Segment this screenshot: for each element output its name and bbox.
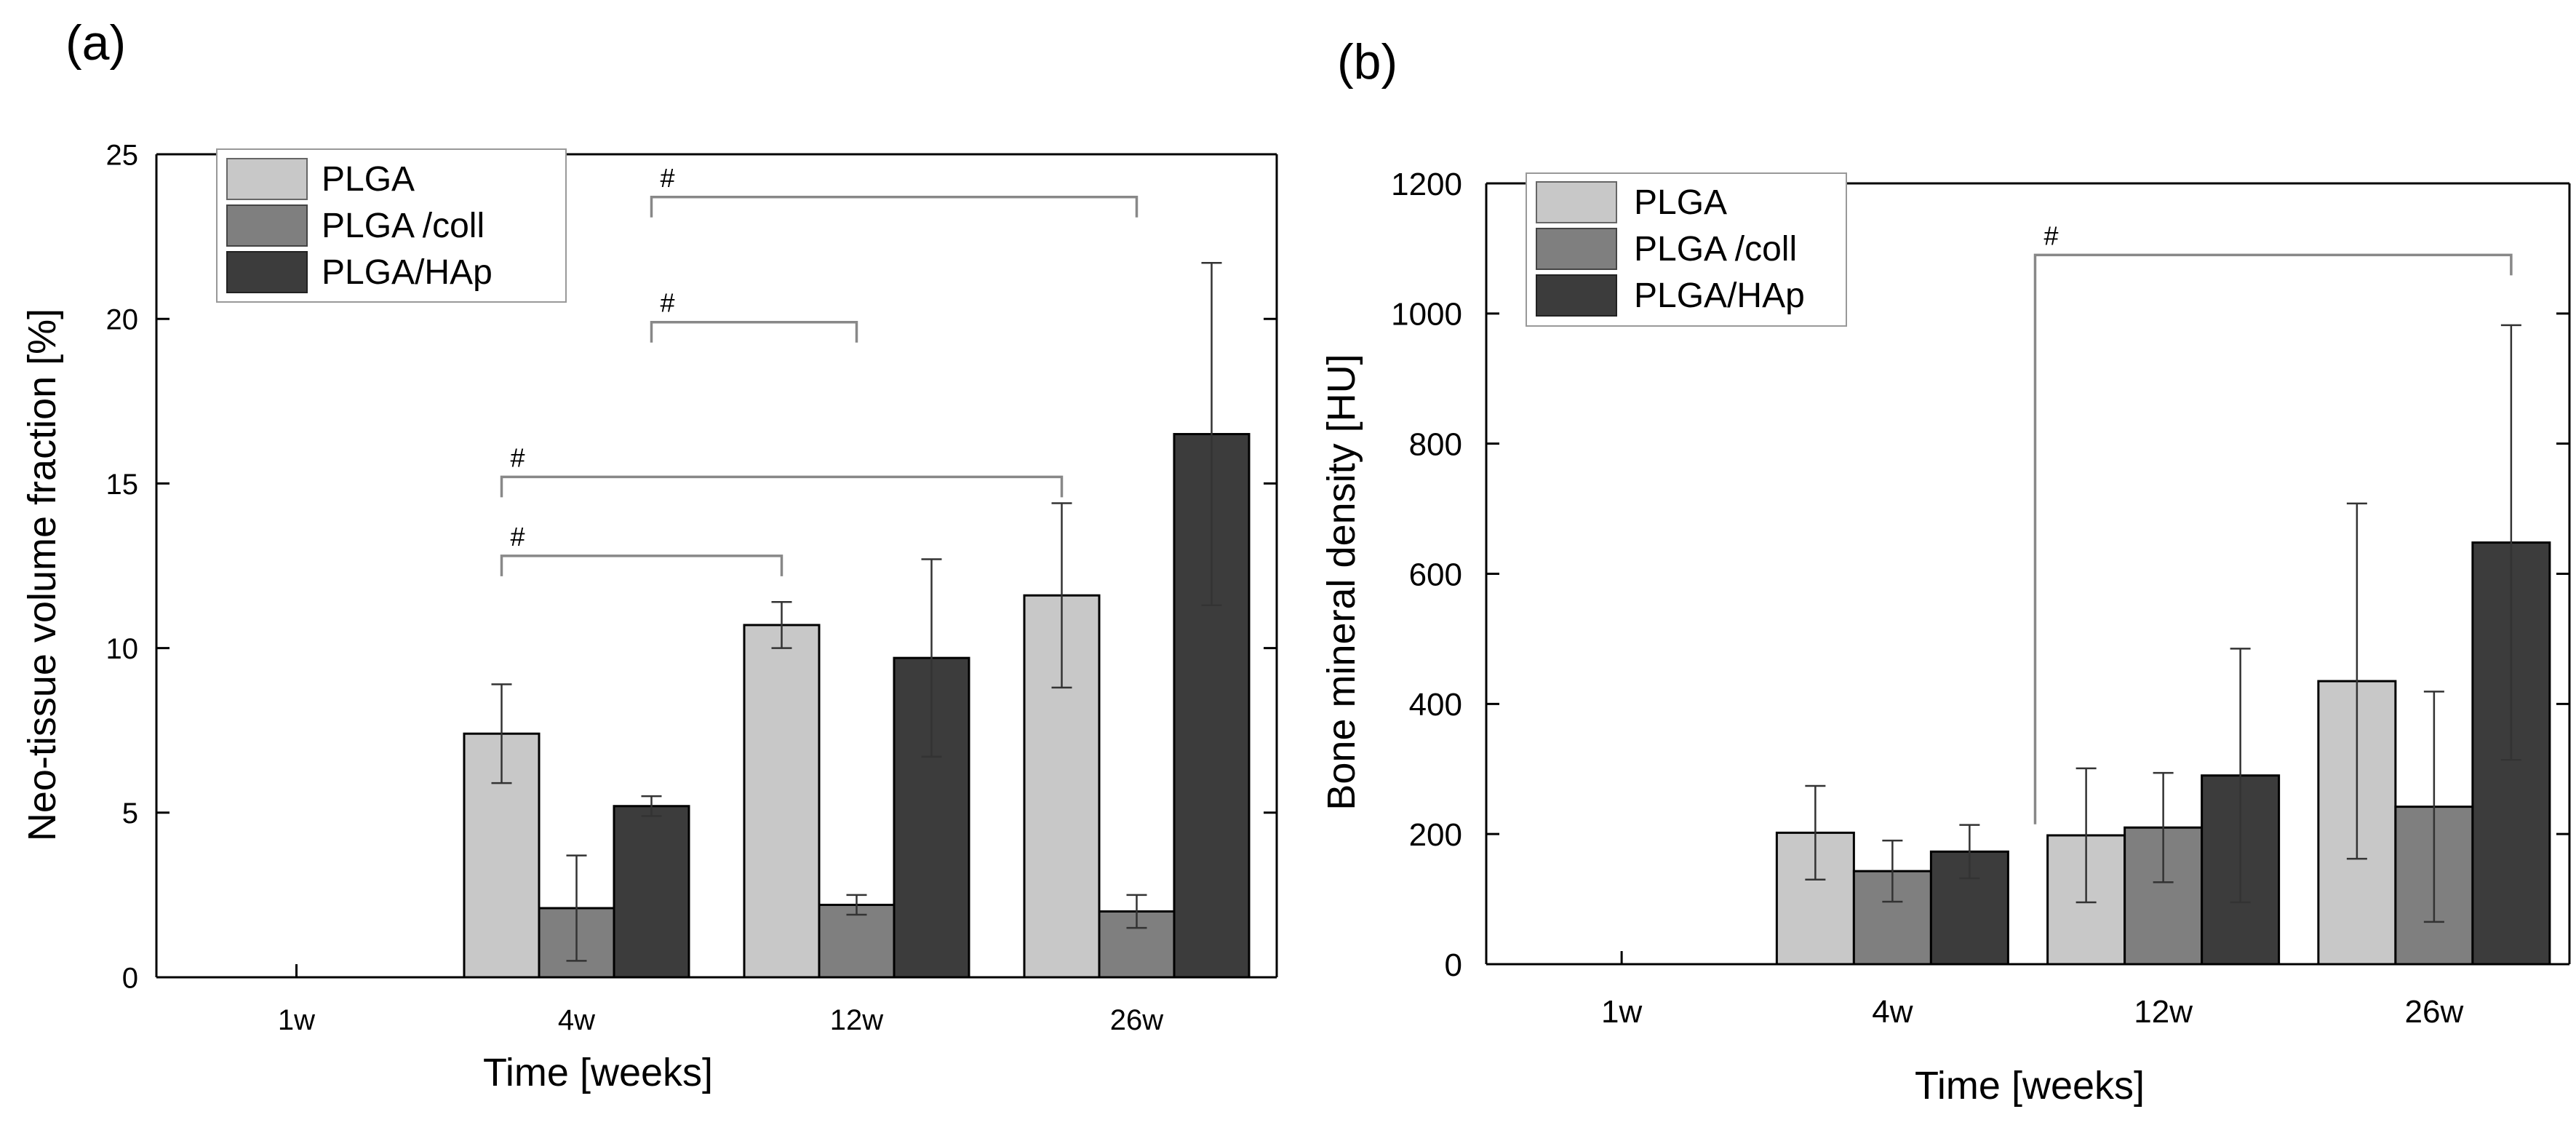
legend-label-plga-hap-a: PLGA/HAp: [322, 253, 493, 292]
significance-bracket-4-a: [650, 196, 1139, 218]
y-tick-label-800-b: 800: [1409, 427, 1462, 463]
x-tick-label-26w-b: 26w: [2405, 994, 2464, 1030]
legend-label-plga-coll-a: PLGA /coll: [322, 207, 485, 245]
bar-plga-coll-12w-a: [818, 903, 896, 979]
x-tick-label-12w-a: 12w: [830, 1004, 883, 1036]
panel-label-a: (a): [65, 15, 126, 71]
y-tick-label-400-b: 400: [1409, 687, 1462, 723]
legend-swatch-plga-hap-b: [1536, 274, 1617, 317]
panel-a: (a) Neo-tissue volume fraction [%] Time …: [20, 15, 1278, 1094]
y-tick-label-1000-b: 1000: [1391, 297, 1462, 333]
y-axis-label-a: Neo-tissue volume fraction [%]: [20, 309, 64, 841]
legend-label-plga-b: PLGA: [1634, 183, 1727, 222]
y-ticks-a: 0 5 10 15 20 25: [106, 139, 1277, 994]
bar-plga-hap-4w-a: [613, 805, 690, 979]
significance-bracket-1-b: [2033, 253, 2513, 824]
x-tick-label-1w-b: 1w: [1601, 994, 1642, 1030]
legend-swatch-plga-hap-a: [226, 251, 308, 293]
x-tick-label-4w-a: 4w: [558, 1004, 595, 1036]
x-tick-label-4w-b: 4w: [1872, 994, 1913, 1030]
legend-swatch-plga-coll-a: [226, 204, 308, 247]
legend-a: PLGA PLGA /coll PLGA/HAp: [216, 148, 567, 303]
significance-bracket-2-a: [500, 475, 1064, 498]
y-tick-label-1200-b: 1200: [1391, 167, 1462, 202]
y-tick-label-200-b: 200: [1409, 817, 1462, 853]
x-axis-label-a: Time [weeks]: [483, 1051, 713, 1094]
legend-label-plga-a: PLGA: [322, 160, 415, 199]
x-tick-label-1w-a: 1w: [278, 1004, 315, 1036]
significance-bracket-3-a: [650, 320, 858, 343]
significance-bracket-1-a: [500, 554, 783, 576]
y-tick-label-600-b: 600: [1409, 557, 1462, 592]
bar-plga-12w-a: [743, 624, 821, 979]
x-axis-label-b: Time [weeks]: [1915, 1064, 2145, 1108]
bars-b: [1775, 324, 2551, 966]
panel-b: (b) Bone mineral density [HU] Time [week…: [1320, 34, 2571, 1108]
legend-swatch-plga-b: [1536, 181, 1617, 223]
significance-marker-3-a: #: [661, 288, 675, 318]
y-tick-label-10-a: 10: [106, 633, 139, 665]
x-tick-label-26w-a: 26w: [1110, 1004, 1163, 1036]
y-tick-label-5-a: 5: [122, 798, 138, 830]
legend-label-plga-hap-b: PLGA/HAp: [1634, 277, 1805, 315]
bars-a: [463, 262, 1251, 979]
y-tick-label-0-b: 0: [1445, 947, 1462, 983]
y-tick-label-0-a: 0: [122, 962, 138, 994]
y-tick-label-15-a: 15: [106, 469, 139, 501]
x-tick-label-12w-b: 12w: [2134, 994, 2193, 1030]
legend-label-plga-coll-b: PLGA /coll: [1634, 230, 1797, 269]
x-ticks-a: 1w 4w 12w 26w: [278, 964, 1163, 1036]
significance-brackets-b: #: [2033, 220, 2513, 824]
significance-marker-4-a: #: [661, 163, 675, 193]
significance-marker-2-a: #: [511, 442, 525, 472]
legend-swatch-plga-a: [226, 158, 308, 200]
legend-b: PLGA PLGA /coll PLGA/HAp: [1526, 172, 1847, 327]
legend-swatch-plga-coll-b: [1536, 228, 1617, 270]
y-axis-label-b: Bone mineral density [HU]: [1320, 354, 1363, 810]
significance-marker-1-b: #: [2043, 220, 2058, 250]
bar-plga-coll-4w-b: [1852, 870, 1932, 966]
significance-brackets-a: # # # #: [500, 163, 1139, 576]
y-ticks-b: 0 200 400 600 800 1000 1200: [1391, 167, 2569, 983]
y-tick-label-25-a: 25: [106, 139, 139, 171]
panel-label-b: (b): [1337, 34, 1397, 90]
y-tick-label-20-a: 20: [106, 304, 139, 336]
significance-marker-1-a: #: [511, 522, 525, 552]
